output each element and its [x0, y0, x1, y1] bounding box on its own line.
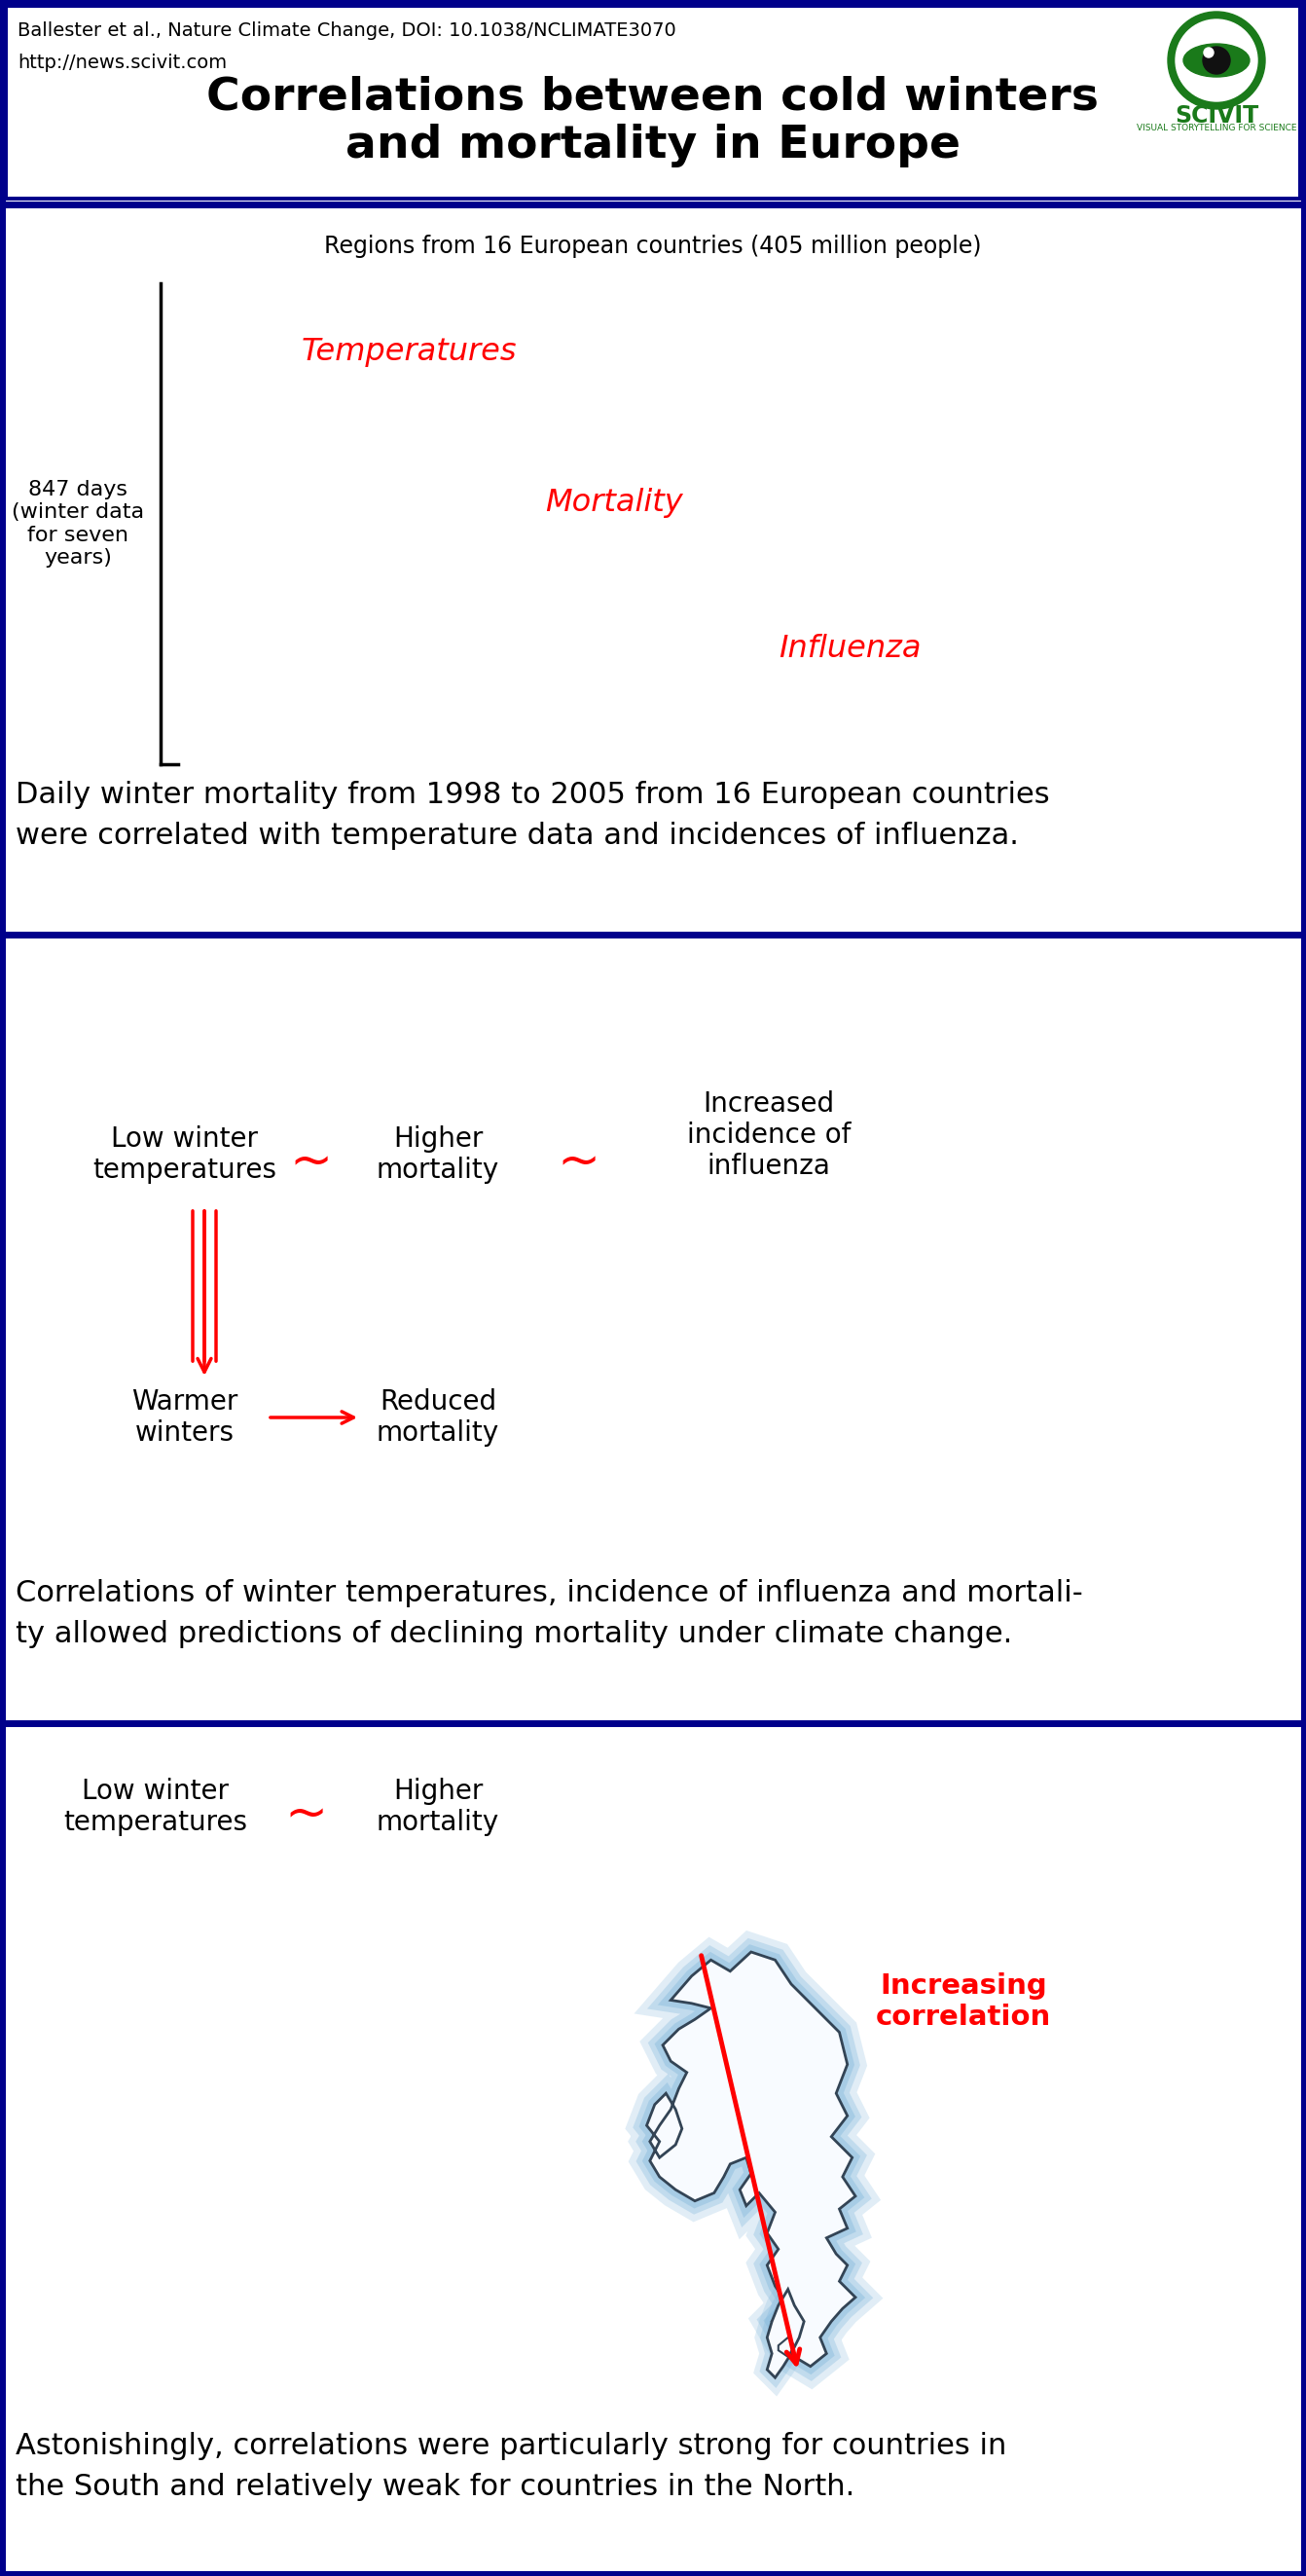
Text: ~: ~	[290, 1136, 333, 1188]
Text: Increased
incidence of
influenza: Increased incidence of influenza	[687, 1090, 850, 1180]
Text: Ballester et al., Nature Climate Change, DOI: 10.1038/NCLIMATE3070: Ballester et al., Nature Climate Change,…	[17, 21, 677, 39]
Text: Influenza: Influenza	[778, 634, 921, 665]
Text: SCIVIT: SCIVIT	[1174, 103, 1259, 129]
Text: Warmer
winters: Warmer winters	[132, 1388, 238, 1448]
Text: Reduced
mortality: Reduced mortality	[376, 1388, 499, 1448]
Text: ~: ~	[558, 1136, 601, 1188]
Text: http://news.scivit.com: http://news.scivit.com	[17, 54, 227, 72]
Ellipse shape	[1183, 44, 1250, 77]
Text: VISUAL STORYTELLING FOR SCIENCE: VISUAL STORYTELLING FOR SCIENCE	[1136, 124, 1297, 131]
Bar	[8, 8, 1298, 196]
Bar	[4, 5, 1302, 201]
Text: Higher
mortality: Higher mortality	[376, 1777, 499, 1837]
Text: Correlations of winter temperatures, incidence of influenza and mortali-: Correlations of winter temperatures, inc…	[16, 1579, 1083, 1607]
Circle shape	[1168, 13, 1266, 108]
Text: Higher
mortality: Higher mortality	[376, 1126, 499, 1185]
Circle shape	[1175, 21, 1258, 100]
Text: and mortality in Europe: and mortality in Europe	[346, 124, 960, 167]
Text: Correlations between cold winters: Correlations between cold winters	[206, 75, 1100, 118]
Text: ~: ~	[285, 1790, 328, 1839]
Polygon shape	[778, 2336, 794, 2357]
Text: 847 days
(winter data
for seven
years): 847 days (winter data for seven years)	[12, 479, 144, 567]
Polygon shape	[767, 2290, 804, 2378]
Text: Low winter
temperatures: Low winter temperatures	[93, 1126, 277, 1185]
Circle shape	[1204, 49, 1213, 57]
Text: Low winter
temperatures: Low winter temperatures	[64, 1777, 248, 1837]
Text: Mortality: Mortality	[545, 487, 683, 518]
Text: Increasing
correlation: Increasing correlation	[876, 1973, 1051, 2030]
Text: Temperatures: Temperatures	[302, 337, 517, 366]
Text: Daily winter mortality from 1998 to 2005 from 16 European countries: Daily winter mortality from 1998 to 2005…	[16, 781, 1050, 809]
Text: the South and relatively weak for countries in the North.: the South and relatively weak for countr…	[16, 2473, 854, 2501]
Circle shape	[1203, 46, 1230, 75]
Text: Regions from 16 European countries (405 million people): Regions from 16 European countries (405 …	[324, 234, 982, 258]
Text: ty allowed predictions of declining mortality under climate change.: ty allowed predictions of declining mort…	[16, 1620, 1012, 1649]
Polygon shape	[646, 1953, 855, 2367]
Text: Astonishingly, correlations were particularly strong for countries in: Astonishingly, correlations were particu…	[16, 2432, 1007, 2460]
Text: were correlated with temperature data and incidences of influenza.: were correlated with temperature data an…	[16, 822, 1019, 850]
